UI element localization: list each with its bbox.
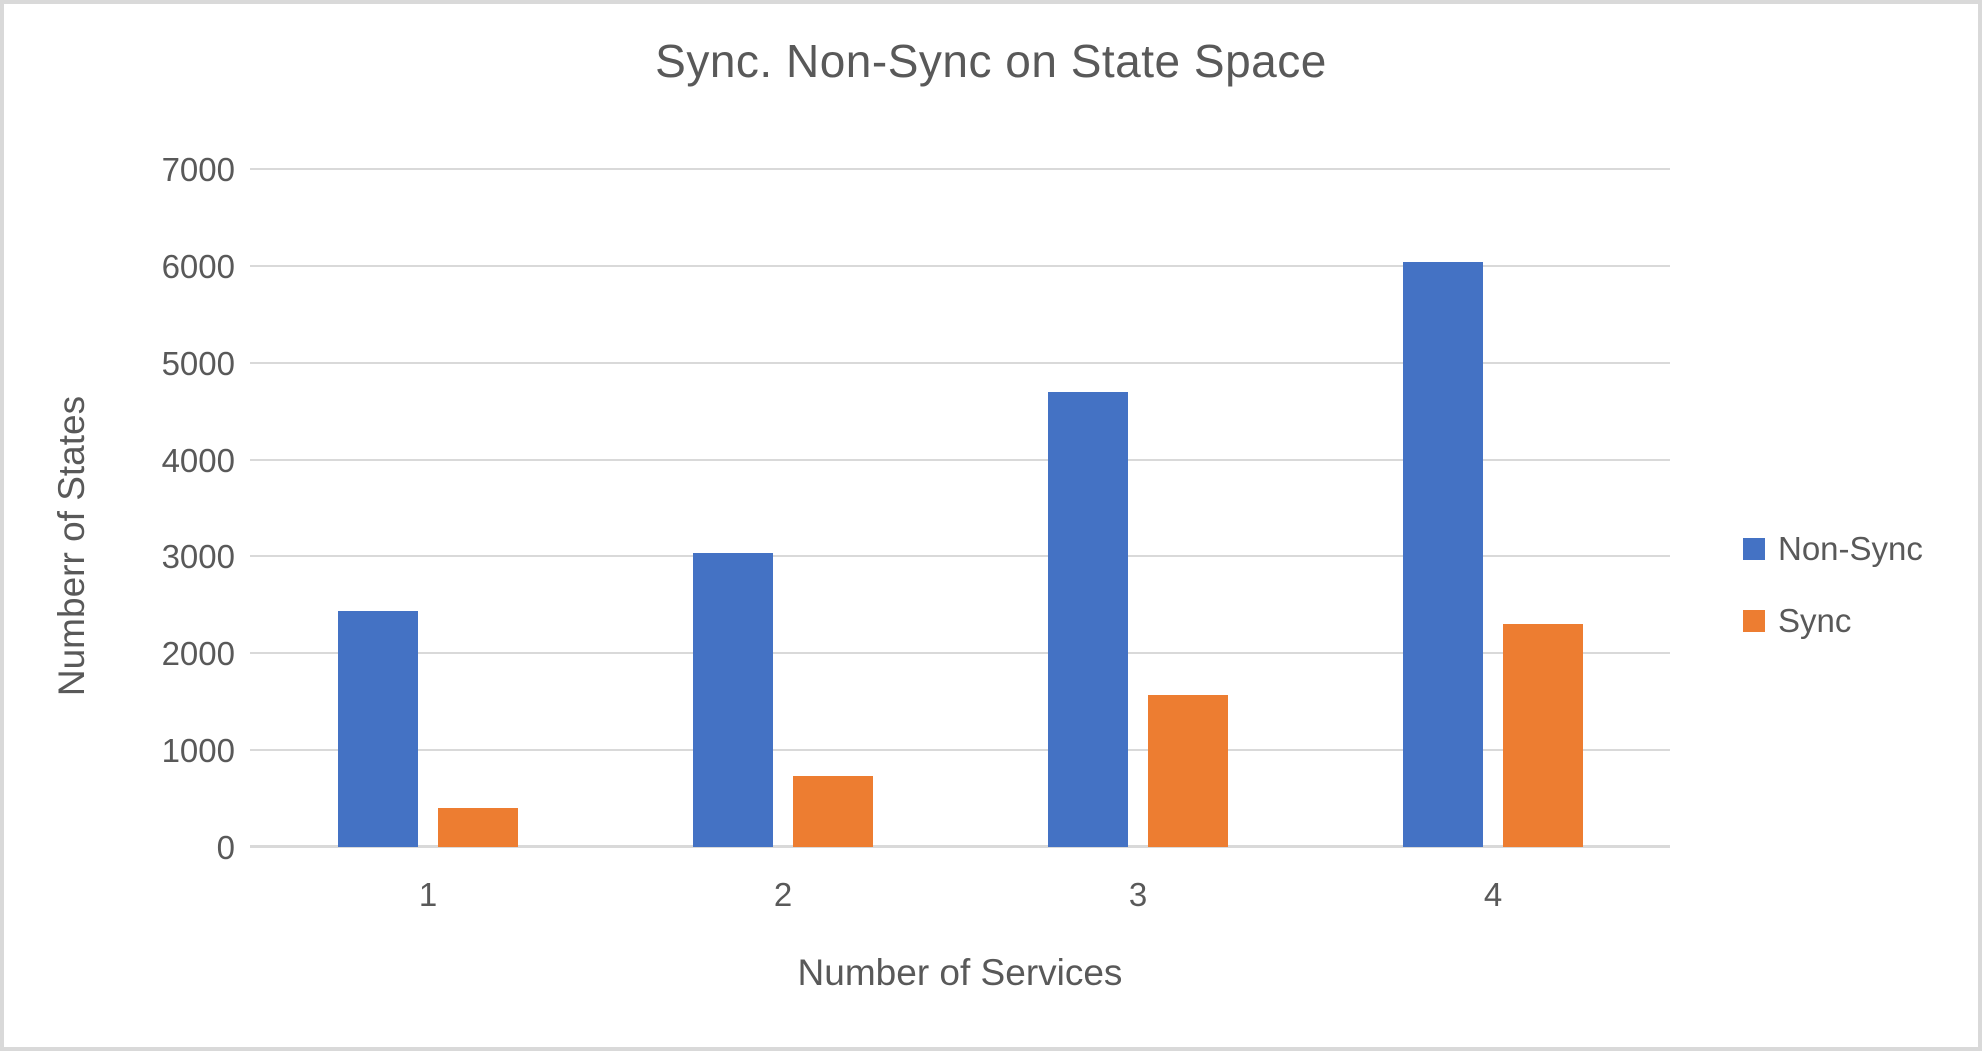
bar-sync-cat-3 bbox=[1148, 695, 1228, 847]
bar-non-sync-cat-3 bbox=[1048, 392, 1128, 847]
x-axis-title: Number of Services bbox=[797, 952, 1123, 993]
y-tick-label-3000: 3000 bbox=[161, 538, 235, 576]
legend-marker-sync bbox=[1743, 610, 1765, 632]
y-axis-tick-labels: 0 1000 2000 3000 4000 5000 6000 7000 bbox=[0, 153, 235, 864]
gridline-4000 bbox=[250, 458, 1670, 461]
y-tick-label-6000: 6000 bbox=[161, 247, 235, 285]
bar-sync-cat-1 bbox=[438, 808, 518, 847]
y-tick-label-1000: 1000 bbox=[161, 732, 235, 770]
x-category-label-3: 3 bbox=[1128, 876, 1148, 913]
gridline-7000 bbox=[250, 168, 1670, 170]
legend-marker-non-sync bbox=[1743, 538, 1765, 560]
legend-entry-non-sync: Non-Sync bbox=[1743, 529, 1923, 569]
gridline-6000 bbox=[250, 264, 1670, 267]
y-tick-label-4000: 4000 bbox=[161, 441, 235, 479]
y-tick-label-5000: 5000 bbox=[161, 344, 235, 382]
x-axis-line bbox=[250, 845, 1670, 848]
legend: Non-Sync Sync bbox=[1743, 529, 1923, 641]
gridline-5000 bbox=[250, 361, 1670, 364]
plot-area bbox=[250, 168, 1670, 848]
bar-sync-cat-2 bbox=[793, 776, 873, 847]
x-category-label-4: 4 bbox=[1483, 876, 1503, 913]
legend-entry-sync: Sync bbox=[1743, 601, 1923, 641]
gridline-1000 bbox=[250, 749, 1670, 752]
chart-title: Sync. Non-Sync on State Space bbox=[655, 35, 1327, 87]
y-tick-label-2000: 2000 bbox=[161, 635, 235, 673]
legend-label-non-sync: Non-Sync bbox=[1778, 530, 1923, 567]
bar-non-sync-cat-1 bbox=[338, 611, 418, 847]
x-category-label-2: 2 bbox=[773, 876, 793, 913]
bar-non-sync-cat-4 bbox=[1403, 262, 1483, 847]
x-axis-category-labels: 1 2 3 4 bbox=[250, 876, 1670, 916]
gridline-2000 bbox=[250, 652, 1670, 655]
x-category-label-1: 1 bbox=[418, 876, 438, 913]
legend-label-sync: Sync bbox=[1778, 602, 1852, 639]
y-tick-label-7000: 7000 bbox=[161, 151, 235, 188]
bar-non-sync-cat-2 bbox=[693, 553, 773, 847]
gridline-3000 bbox=[250, 555, 1670, 558]
bar-sync-cat-4 bbox=[1503, 624, 1583, 847]
y-tick-label-0: 0 bbox=[216, 829, 235, 866]
